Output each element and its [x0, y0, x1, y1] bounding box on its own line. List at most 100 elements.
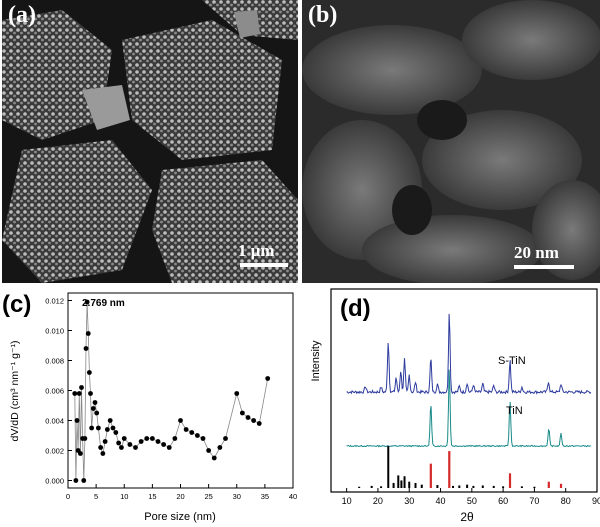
sem-texture-a: [2, 0, 298, 283]
data-point-c: [72, 391, 78, 396]
data-point-c: [119, 445, 124, 450]
data-point-c: [89, 425, 95, 431]
data-point-c: [88, 391, 93, 396]
sem-image-a: (a) 1 μm: [2, 0, 298, 283]
data-point-c: [127, 442, 133, 447]
x-tick-label-c: 20: [176, 492, 184, 501]
y-tick-label-c: 0.002: [45, 447, 64, 456]
x-tick-label-c: 35: [261, 492, 269, 501]
data-point-c: [138, 439, 144, 444]
data-point-c: [161, 442, 167, 447]
series-line-s-tin: [346, 313, 592, 395]
data-point-c: [107, 418, 113, 423]
panel-label-c: (c): [2, 291, 31, 318]
x-tick-label-d: 20: [373, 496, 383, 506]
y-tick-label-c: 0.012: [45, 297, 64, 306]
x-tick-label-d: 60: [498, 496, 508, 506]
annotation-c: 2.769 nm: [82, 298, 125, 309]
chart-pore-size: (c) 0.0000.0020.0040.0060.0080.0100.012 …: [0, 286, 300, 527]
data-point-c: [98, 445, 104, 450]
y-ticks-c: 0.000 0.002 0.004 0.006 0.008 0.010 0.012: [45, 297, 72, 486]
data-point-c: [100, 451, 106, 456]
data-point-c: [77, 451, 83, 456]
data-point-c: [83, 346, 89, 351]
data-point-c: [94, 410, 100, 416]
x-tick-label-c: 40: [289, 492, 297, 501]
y-tick-label-c: 0.000: [45, 477, 64, 486]
x-tick-label-d: 10: [342, 496, 352, 506]
data-point-c: [121, 436, 127, 441]
data-point-c: [149, 436, 155, 441]
data-point-c: [189, 430, 195, 435]
x-tick-label-c: 10: [120, 492, 128, 501]
data-point-c: [82, 436, 88, 441]
data-point-c: [155, 439, 161, 444]
data-point-c: [265, 376, 271, 381]
data-point-c: [251, 418, 257, 423]
reference-sticks-black: [358, 446, 536, 488]
scale-label-b: 20 nm: [514, 243, 559, 262]
y-tick-label-c: 0.006: [45, 387, 64, 396]
data-point-c: [234, 391, 240, 396]
panel-label-d: (d): [340, 295, 371, 322]
data-point-c: [113, 430, 119, 435]
data-point-c: [92, 400, 98, 405]
sem-image-b: (b) 20 nm: [302, 0, 600, 283]
x-tick-label-d: 80: [561, 496, 571, 506]
data-point-c: [73, 478, 79, 483]
panel-label-b: (b): [308, 2, 338, 28]
series-line-tin: [346, 369, 591, 448]
x-tick-label-d: 70: [529, 496, 539, 506]
data-point-c: [102, 439, 108, 444]
data-point-c: [239, 410, 245, 416]
reference-sticks-red: [429, 451, 563, 488]
panel-label-a: (a): [8, 2, 36, 28]
data-point-c: [74, 418, 80, 423]
data-point-c: [84, 299, 90, 305]
data-point-c: [76, 391, 82, 396]
data-point-c: [95, 425, 101, 431]
y-axis-label-c: dV/dD (cm³ nm⁻¹ g⁻¹): [9, 341, 21, 442]
series-points-c: [72, 299, 271, 483]
data-point-c: [256, 421, 262, 426]
x-axis-label-d: 2θ: [460, 510, 474, 524]
data-point-c: [104, 427, 110, 432]
y-tick-label-c: 0.008: [45, 357, 64, 366]
x-tick-label-c: 5: [94, 492, 98, 501]
data-point-c: [116, 440, 122, 446]
x-tick-label-d: 30: [404, 496, 414, 506]
data-point-c: [144, 436, 150, 441]
data-point-c: [183, 427, 189, 432]
data-point-c: [194, 433, 200, 438]
x-ticks-d: 10 20 30 40 50 60 70 80 90: [342, 488, 600, 506]
data-point-c: [245, 415, 251, 420]
x-tick-label-d: 40: [436, 496, 446, 506]
x-ticks-c: 0 5 10 15 20 25 30 35 40: [66, 484, 297, 501]
data-point-c: [200, 436, 206, 441]
data-point-c: [217, 445, 223, 450]
sem-texture-b: [302, 0, 600, 283]
data-point-c: [79, 385, 84, 390]
data-point-c: [81, 478, 87, 483]
chart-xrd: (d) 10 20 30 40 50 60 70 80 90 S-TiN TiN 2θ Inte…: [302, 286, 600, 527]
data-point-c: [90, 406, 96, 411]
x-tick-label-c: 25: [204, 492, 212, 501]
scale-label-a: 1 μm: [238, 241, 275, 260]
scale-bar-b: [514, 265, 574, 269]
data-point-c: [211, 455, 217, 461]
x-tick-label-d: 50: [467, 496, 477, 506]
data-point-c: [178, 418, 183, 423]
data-point-c: [206, 448, 212, 453]
x-tick-label-d: 90: [592, 496, 600, 506]
y-tick-label-c: 0.004: [45, 417, 64, 426]
data-point-c: [85, 331, 91, 336]
y-axis-label-d: Intensity: [310, 340, 322, 381]
x-tick-label-c: 0: [66, 492, 70, 501]
x-tick-label-c: 30: [233, 492, 241, 501]
data-point-c: [172, 436, 178, 441]
x-tick-label-c: 15: [148, 492, 156, 501]
x-axis-label-c: Pore size (nm): [144, 511, 216, 523]
data-point-c: [223, 436, 228, 441]
data-point-c: [110, 425, 116, 431]
data-point-c: [166, 445, 172, 450]
